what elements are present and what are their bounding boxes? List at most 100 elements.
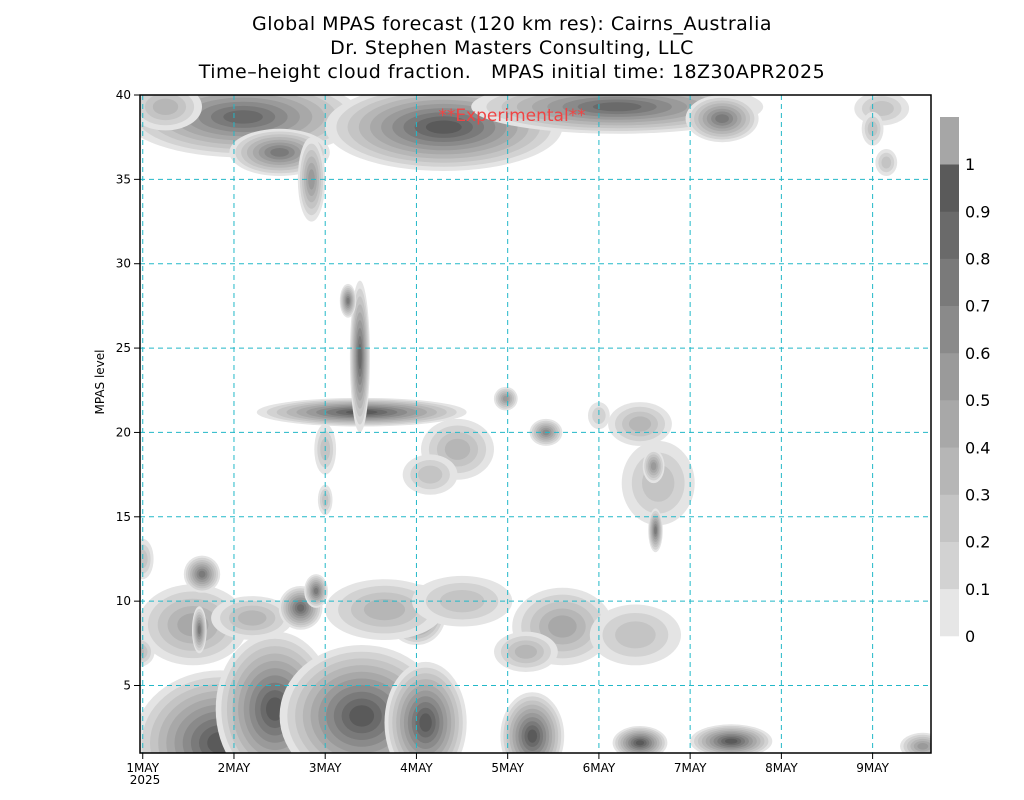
x-tick-sublabel: 2025 [130, 773, 161, 787]
chart-title-line-2: Dr. Stephen Masters Consulting, LLC [330, 37, 694, 59]
cloud-contour-8 [715, 114, 729, 123]
cloud-contour-5 [548, 615, 577, 638]
chart-title-block: Global MPAS forecast (120 km res): Cairn… [0, 12, 1024, 84]
cloud-region [494, 631, 558, 672]
colorbar-label: 0.1 [965, 580, 990, 599]
colorbar-swatch [940, 588, 959, 637]
y-tick-label: 5 [123, 679, 131, 693]
plot-frame [139, 94, 932, 754]
colorbar-label: 0.3 [965, 485, 990, 504]
cloud-region [140, 636, 155, 667]
y-tick-label: 20 [116, 425, 131, 439]
cloud-region [349, 280, 370, 433]
cloud-region [875, 149, 898, 176]
cloud-region [690, 724, 773, 753]
cloud-contour-3 [439, 590, 485, 613]
cloud-contour-3 [869, 101, 894, 116]
colorbar-label: 0.8 [965, 250, 990, 269]
y-tick-label: 10 [116, 594, 131, 608]
cloud-region [402, 454, 458, 495]
x-tick-label: 1MAY [126, 761, 159, 775]
y-axis-title: MPAS level [93, 350, 107, 415]
cloud-region [256, 397, 467, 427]
cloud-contour-4 [444, 438, 471, 460]
y-tick-label: 35 [116, 172, 131, 186]
cloud-region [612, 726, 668, 753]
cloud-contour-4 [514, 644, 538, 659]
cloud-region [339, 283, 357, 318]
cloud-region [900, 732, 931, 753]
cloud-contour-10 [425, 120, 462, 134]
x-tick-label: 4MAY [400, 761, 433, 775]
colorbar-label: 1 [965, 155, 975, 174]
cloud-region [685, 95, 759, 143]
cloud-region [642, 449, 665, 484]
colorbar-label: 0.6 [965, 344, 990, 363]
cloud-contour-6 [917, 743, 929, 750]
colorbar-swatch [940, 447, 959, 495]
cloud-region [317, 484, 333, 516]
colorbar-label: 0.4 [965, 438, 990, 457]
colorbar: 0 0.1 0.2 0.3 0.4 0.5 0.6 0.7 0.8 0.9 1 [940, 117, 990, 646]
colorbar-swatch [940, 400, 959, 448]
x-tick-label: 3MAY [309, 761, 342, 775]
cloud-contour-3 [417, 465, 443, 484]
colorbar-swatch [940, 305, 959, 354]
colorbar-swatch [940, 494, 959, 542]
cloud-contour-4 [237, 610, 267, 626]
y-tick-label: 15 [116, 510, 131, 524]
x-tick-label: 9MAY [856, 761, 889, 775]
cloud-contour-8 [198, 570, 206, 578]
colorbar-swatch [940, 541, 959, 590]
cloud-contour-3 [867, 121, 878, 137]
cloud-contour-3 [140, 550, 148, 568]
cloud-contour-3 [322, 493, 329, 507]
cloud-region [183, 555, 221, 593]
cloud-region [411, 575, 513, 627]
x-tick-label: 6MAY [583, 761, 616, 775]
x-tick-label: 8MAY [765, 761, 798, 775]
y-tick-label: 30 [116, 257, 131, 271]
cloud-contour-3 [140, 643, 148, 661]
cloud-contour-8 [197, 625, 201, 635]
cloud-contour-8 [313, 587, 319, 595]
cloud-region [384, 661, 467, 753]
x-tick-label: 2MAY [218, 761, 251, 775]
cloud-contour-3 [881, 156, 892, 169]
cloud-contour-9 [358, 343, 362, 370]
cloud-region [500, 692, 565, 753]
colorbar-swatch [940, 211, 959, 259]
x-tick-label: 5MAY [491, 761, 524, 775]
colorbar-label: 0.5 [965, 391, 990, 410]
cloud-contour-6 [502, 395, 509, 402]
cloud-region [215, 631, 335, 753]
cloud-contour-10 [527, 729, 538, 743]
cloud-region [648, 508, 663, 553]
cloud-region [608, 402, 672, 446]
cloud-contour-8 [346, 297, 350, 304]
colorbar-swatch [940, 164, 959, 212]
cloud-region [140, 95, 202, 131]
colorbar-swatch [940, 258, 959, 306]
cloud-contour-10 [349, 705, 375, 727]
cloud-contour-4 [628, 416, 652, 432]
cloud-region [589, 604, 682, 666]
cloud-contour-9 [223, 110, 263, 124]
colorbar-label: 0 [965, 627, 975, 646]
cloud-contour-8 [270, 148, 289, 157]
experimental-annotation: **Experimental** [438, 106, 585, 126]
cloud-contour-10 [725, 738, 738, 744]
cloud-region [211, 596, 294, 640]
cloud-contour-4 [152, 98, 179, 116]
cloud-contour-9 [592, 102, 642, 112]
grid-lines [140, 95, 931, 753]
y-tick-label: 40 [116, 88, 131, 102]
colorbar-label: 0.2 [965, 533, 990, 552]
cloud-contour-6 [650, 462, 657, 471]
colorbar-swatch [940, 352, 959, 401]
y-axis: 5 10 15 20 25 30 35 40 [116, 88, 140, 693]
cloud-fraction-field [140, 95, 931, 753]
cloud-contour-10 [266, 697, 284, 721]
